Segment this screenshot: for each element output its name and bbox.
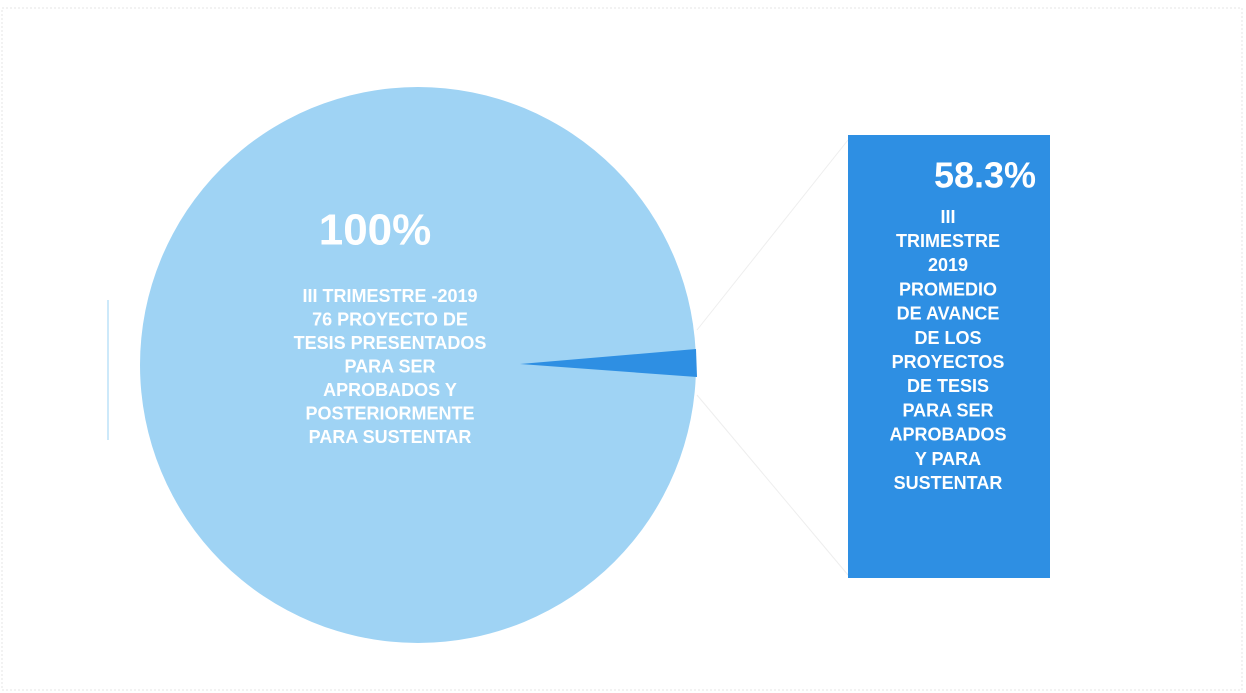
callout-label: DE AVANCE xyxy=(897,304,1000,324)
callout-label: PARA SER xyxy=(902,400,993,420)
value-label: 100% xyxy=(319,206,432,255)
callout-label: SUSTENTAR xyxy=(894,473,1003,493)
highlight-wedge xyxy=(520,349,697,377)
callout: 58.3% III TRIMESTRE 2019 PROMEDIO DE AVANCE DE… xyxy=(848,135,1050,578)
callout-value: 58.3% xyxy=(934,155,1036,196)
pie-slice xyxy=(140,87,696,643)
callout-label: DE LOS xyxy=(914,328,981,348)
slice-label: PARA SER xyxy=(344,356,435,376)
callout-label: Y PARA xyxy=(915,449,981,469)
callout-label: PROYECTOS xyxy=(892,352,1005,372)
frame xyxy=(1,7,1243,691)
slice-label: POSTERIORMENTE xyxy=(305,403,474,423)
pie: 100% III TRIMESTRE -2019 76 PROYECTO DE TES… xyxy=(107,87,697,643)
connector xyxy=(696,394,849,576)
callout-label: TRIMESTRE xyxy=(896,231,1000,251)
callout-label: III xyxy=(940,207,955,227)
callout-label: 2019 xyxy=(928,255,968,275)
callout-label: APROBADOS xyxy=(889,425,1006,445)
slice-label: PARA SUSTENTAR xyxy=(309,427,472,447)
connector xyxy=(696,139,849,331)
slice-label: TESIS PRESENTADOS xyxy=(294,333,487,353)
callout-label: PROMEDIO xyxy=(899,279,997,299)
callout-label: DE TESIS xyxy=(907,376,989,396)
slice-label: III TRIMESTRE -2019 xyxy=(302,286,477,306)
callout-box xyxy=(848,135,1050,578)
slice-label: 76 PROYECTO DE xyxy=(312,309,468,329)
slice-label: APROBADOS Y xyxy=(323,380,457,400)
